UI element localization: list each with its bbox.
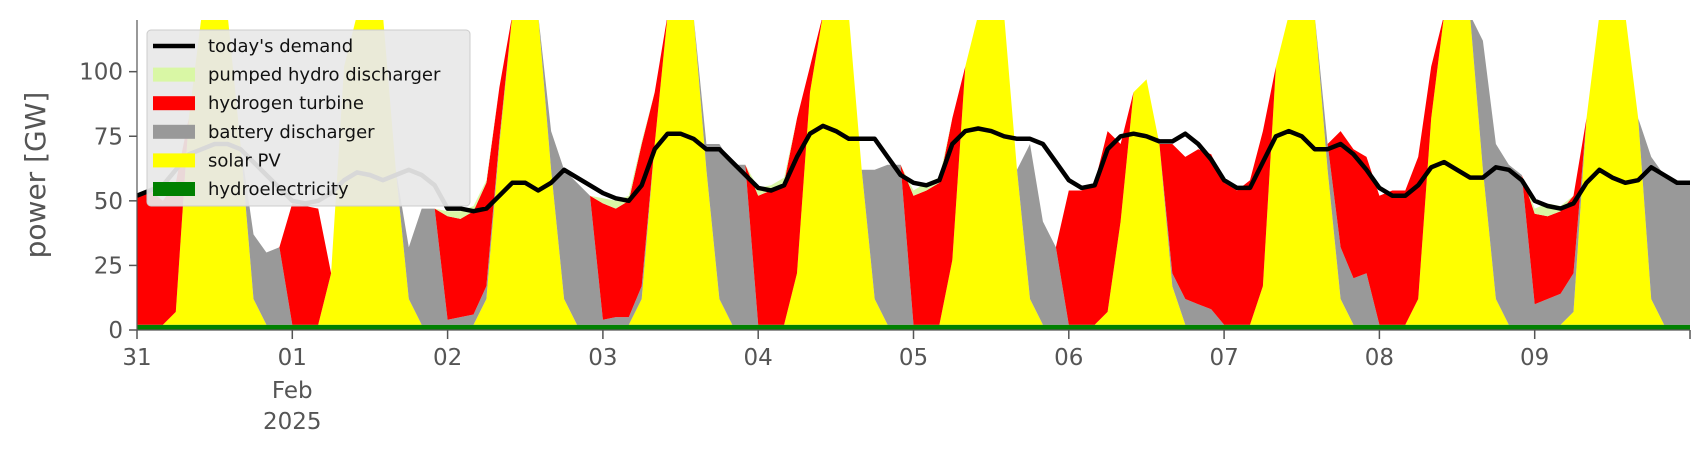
- legend-swatch: [153, 153, 195, 168]
- x-tick-label: 09: [1520, 345, 1549, 371]
- legend-label: hydroelectricity: [208, 179, 349, 200]
- x-tick-label: 01: [278, 345, 307, 371]
- y-tick-label: 50: [94, 189, 123, 215]
- legend: today's demand pumped hydro discharger hyd…: [146, 29, 471, 207]
- legend-swatch: [153, 124, 195, 139]
- legend-label: battery discharger: [208, 122, 375, 143]
- x-tick-label: 31: [122, 345, 151, 371]
- hydrogen-turbine-area: [137, 20, 1690, 325]
- x-tick-label: 08: [1365, 345, 1394, 371]
- x-tick-sublabel: Feb: [272, 378, 313, 404]
- x-tick-label: 04: [744, 345, 773, 371]
- axes: 0 25 50 75 100 31 01 Feb 2025 02 03 04 05 06 07 08 09 pow…: [19, 20, 1691, 435]
- x-tick-sublabel: 2025: [263, 409, 322, 435]
- x-tick-label: 02: [433, 345, 462, 371]
- x-tick-label: 05: [899, 345, 928, 371]
- y-axis-title: power [GW]: [19, 92, 52, 259]
- x-tick-label: 07: [1209, 345, 1238, 371]
- legend-label: today's demand: [208, 36, 353, 57]
- legend-label: solar PV: [208, 150, 281, 171]
- legend-label: pumped hydro discharger: [208, 65, 441, 86]
- y-tick-label: 0: [108, 318, 123, 344]
- hydroelectricity-area: [137, 324, 1690, 330]
- solar-pv-area: [137, 20, 1690, 325]
- stacked-areas: [137, 20, 1690, 330]
- legend-swatch: [153, 182, 195, 196]
- y-tick-label: 100: [79, 60, 123, 86]
- legend-label: hydrogen turbine: [208, 93, 364, 114]
- y-tick-label: 25: [94, 253, 123, 279]
- x-tick-label: 06: [1054, 345, 1083, 371]
- y-tick-label: 75: [94, 124, 123, 150]
- legend-box: [146, 29, 471, 207]
- legend-swatch: [153, 96, 195, 111]
- legend-swatch: [153, 67, 195, 82]
- x-tick-label: 03: [588, 345, 617, 371]
